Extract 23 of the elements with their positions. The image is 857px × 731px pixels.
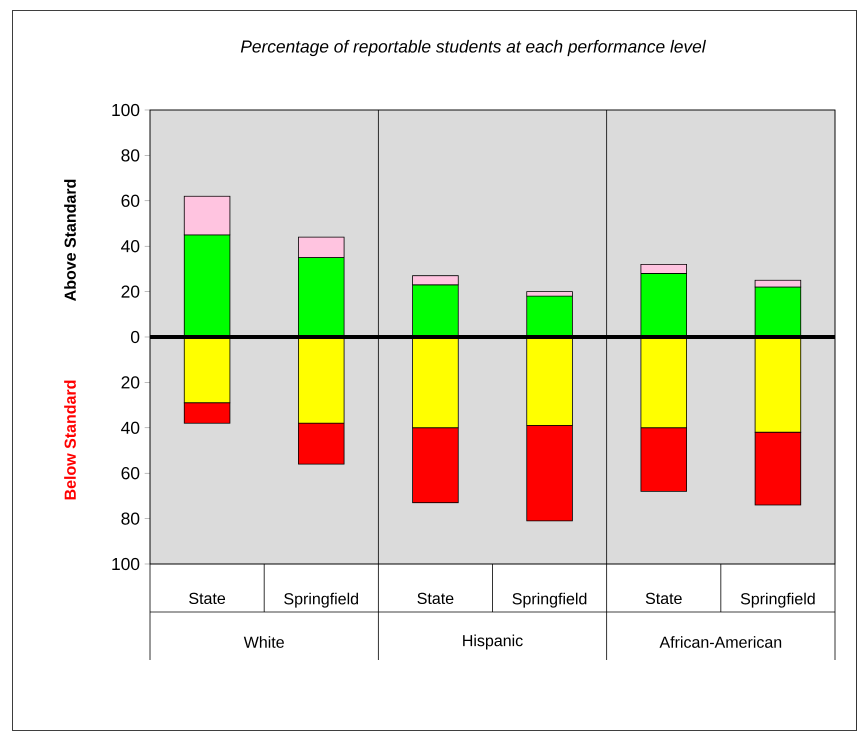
- text: White: [244, 636, 284, 648]
- y-tick-label: 40: [121, 240, 140, 252]
- x-tick-label: State: [189, 592, 226, 604]
- y-tick-label: 100: [112, 558, 140, 570]
- text: Below Standard: [64, 380, 76, 500]
- y-tick-label: 80: [121, 149, 140, 162]
- text: African-American: [660, 636, 782, 648]
- y-tick-label: 20: [122, 285, 140, 298]
- y-tick-label: 20: [122, 376, 140, 389]
- x-tick-label: State: [646, 592, 682, 604]
- x-tick-label: Springfield: [512, 592, 586, 608]
- x-tick-label: Springfield: [740, 592, 815, 608]
- y-tick-label: 40: [121, 422, 140, 434]
- y-axis-title: Above Standard: [64, 180, 76, 301]
- chart-title: Percentage of reportable students at each performance level: [240, 40, 706, 56]
- y-tick-label: 0: [130, 330, 140, 344]
- x-tick-label: Springfield: [284, 592, 358, 608]
- y-tick-label: 80: [121, 512, 140, 525]
- y-tick-label: 60: [122, 467, 140, 480]
- x-tick-label: State: [417, 592, 454, 604]
- y-tick-label: 100: [112, 104, 140, 116]
- y-tick-label: 60: [122, 194, 140, 207]
- text: Hispanic: [463, 634, 523, 650]
